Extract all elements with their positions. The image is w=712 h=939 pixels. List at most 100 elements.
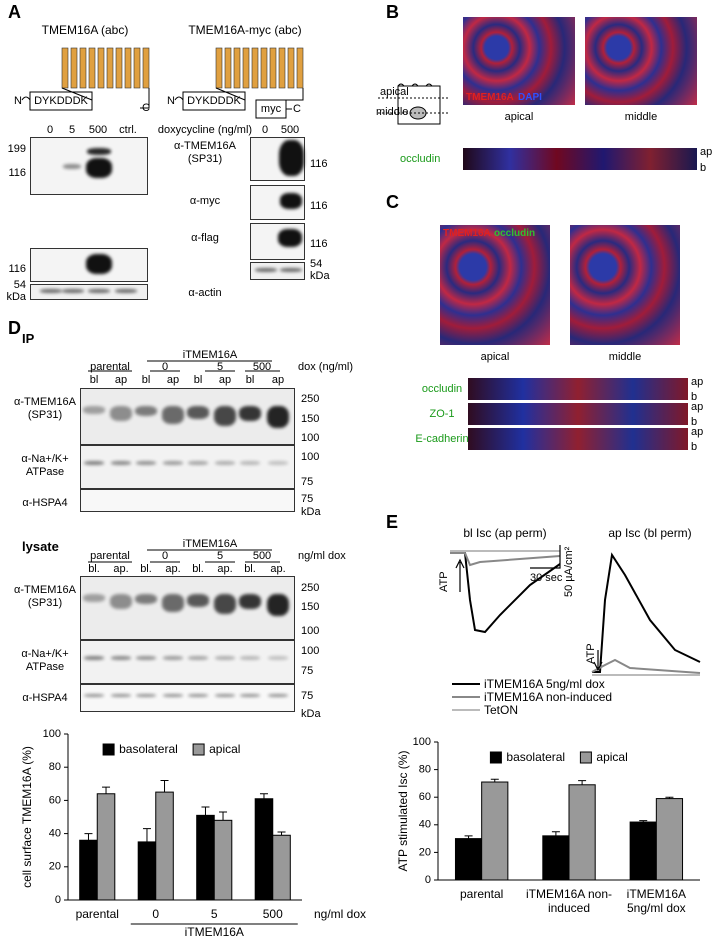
- blot-band: [136, 656, 156, 660]
- error-bar: [201, 806, 210, 816]
- blot-band: [215, 694, 235, 697]
- axis-tick: ap: [691, 426, 704, 438]
- group-label: iTMEM16A: [182, 538, 238, 550]
- lane-label: ap.: [270, 563, 286, 575]
- group-label: parental: [90, 550, 130, 562]
- y-axis-label: ATP stimulated Isc (%): [396, 751, 410, 872]
- lane-label: bl.: [140, 563, 152, 575]
- y-tick-label: 40: [49, 828, 61, 840]
- x-tick-label: 0: [152, 907, 160, 921]
- blot-band: [84, 656, 104, 660]
- axis-tick: b: [691, 416, 698, 428]
- lane-label: bl.: [88, 563, 100, 575]
- blot-band: [187, 594, 209, 607]
- legend-swatch: [102, 743, 115, 756]
- strip-label: occludin: [421, 383, 463, 395]
- antibody-label: α-HSPA4: [22, 692, 68, 704]
- strip-label: ZO-1: [429, 408, 455, 420]
- group-label: parental: [90, 361, 130, 373]
- error-bar: [102, 786, 111, 794]
- image-label: apical: [504, 111, 534, 123]
- blot-band: [87, 148, 111, 155]
- blot-band: [240, 656, 260, 660]
- blot-band: [110, 406, 132, 422]
- scale-label: 50 µA/cm²: [563, 546, 575, 597]
- blot-band: [215, 461, 235, 465]
- blot-band: [111, 656, 131, 660]
- size-marker: kDa: [301, 708, 321, 720]
- size-marker: 116: [8, 263, 26, 275]
- xz-section: [468, 428, 688, 450]
- lane-label: ctrl.: [119, 124, 137, 136]
- topology-2: [215, 47, 304, 89]
- topology-lines: [21, 87, 304, 119]
- blot-band: [115, 289, 137, 293]
- axis-tick: b: [700, 162, 707, 174]
- tag: DYKDDDK: [187, 95, 241, 107]
- bar: [196, 814, 215, 901]
- construct-title: TMEM16A (abc): [41, 23, 129, 37]
- blot: [80, 640, 295, 684]
- bar: [568, 784, 596, 881]
- blot-band: [280, 268, 302, 272]
- y-tick-label: 40: [419, 819, 431, 831]
- blot-band: [110, 594, 132, 610]
- panel-letter: A: [8, 2, 21, 22]
- error-bar: [639, 820, 648, 823]
- cell-schematic: [378, 83, 448, 125]
- blot-band: [86, 254, 112, 274]
- bar: [254, 798, 274, 901]
- legend-swatch: [192, 743, 205, 756]
- blot-band: [163, 461, 183, 465]
- trace-title: ap Isc (bl perm): [608, 526, 692, 540]
- blot-band: [84, 461, 104, 465]
- y-tick-label: 0: [55, 894, 61, 906]
- image-label: middle: [608, 351, 642, 363]
- scale-label: 30 sec: [530, 572, 563, 584]
- dox-label: doxycycline (ng/ml): [157, 124, 253, 136]
- dose-unit: ng/ml dox: [298, 550, 346, 562]
- stain-label: TMEM16A: [443, 228, 491, 239]
- size-marker: 116: [310, 238, 328, 250]
- terminus: C: [142, 102, 150, 114]
- x-tick-label: parental: [75, 907, 119, 921]
- blot-band: [86, 158, 112, 178]
- lane-label: ap: [114, 374, 128, 386]
- terminus: N: [167, 95, 175, 107]
- y-tick-label: 80: [49, 761, 61, 773]
- blot-band: [280, 193, 302, 209]
- legend-swatch: [579, 751, 592, 764]
- size-marker: 54: [13, 279, 26, 291]
- error-bar: [277, 831, 286, 836]
- error-bar: [490, 778, 499, 783]
- blot: [80, 445, 295, 489]
- legend-label: TetON: [484, 703, 519, 717]
- lane-label: 0: [261, 124, 269, 136]
- blot-band: [135, 594, 157, 605]
- terminus: N: [14, 95, 22, 107]
- blot-band: [83, 594, 105, 602]
- blot-band: [162, 406, 184, 424]
- stain-label: occludin: [494, 228, 536, 239]
- dose-label: 500: [252, 361, 272, 373]
- blot-band: [135, 406, 157, 417]
- y-tick-label: 100: [43, 728, 61, 740]
- panel-letter: E: [386, 512, 399, 532]
- antibody-label: α-TMEM16A (SP31): [14, 584, 76, 609]
- size-marker: 54: [310, 258, 323, 270]
- blot-band: [163, 656, 183, 660]
- lane-label: bl: [89, 374, 99, 386]
- y-tick-label: 100: [413, 736, 431, 748]
- image-label: middle: [624, 111, 658, 123]
- blot-band: [63, 164, 81, 169]
- stain-label: DAPI: [518, 92, 542, 103]
- axis-tick: ap: [700, 146, 712, 158]
- blot-title: lysate: [22, 539, 59, 554]
- x-tick-label: parental: [459, 887, 504, 901]
- lane-label: ap: [271, 374, 285, 386]
- blot: [80, 684, 295, 712]
- blot-title: IP: [22, 331, 35, 346]
- bar: [454, 838, 483, 881]
- legend-label: basolateral: [119, 742, 178, 756]
